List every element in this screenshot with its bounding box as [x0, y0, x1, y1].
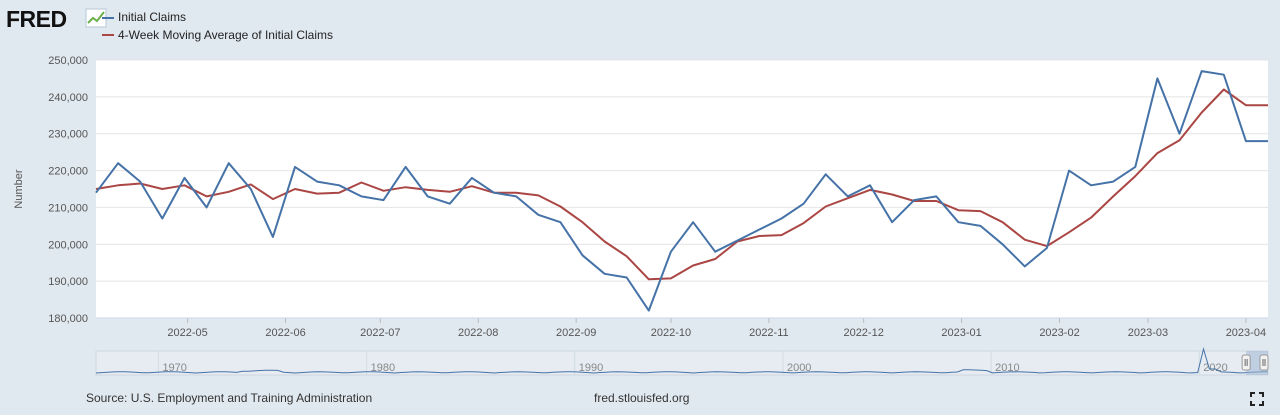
navigator-year-label: 1980	[371, 362, 395, 374]
x-tick-label: 2022-06	[265, 327, 305, 339]
x-tick-label: 2023-02	[1039, 327, 1079, 339]
navigator-handle-grip[interactable]	[1241, 354, 1251, 371]
navigator-year-label: 2020	[1203, 362, 1227, 374]
x-tick-label: 2022-08	[458, 327, 498, 339]
legend-swatch-moving-average	[102, 34, 114, 36]
x-tick-label: 2022-05	[167, 327, 207, 339]
navigator-labels: 1970 1980 1990 2000 2010 2020	[157, 351, 1228, 375]
y-tick-label: 200,000	[48, 239, 88, 251]
x-tick-label: 2022-09	[556, 327, 596, 339]
y-tick-label: 220,000	[48, 166, 88, 178]
y-tick-label: 230,000	[48, 129, 88, 141]
y-tick-label: 250,000	[48, 55, 88, 67]
x-tick-label: 2022-12	[843, 327, 883, 339]
series-line-initial-claims[interactable]	[95, 70, 1268, 312]
range-navigator[interactable]: 1970 1980 1990 2000 2010 2020	[95, 347, 1269, 376]
navigator-handle-grip[interactable]	[1259, 354, 1269, 371]
x-tick-label: 2023-03	[1128, 327, 1168, 339]
navigator-year-label: 2000	[787, 362, 811, 374]
navigator-series-line	[95, 347, 1268, 374]
x-tick-label: 2022-11	[749, 327, 789, 339]
navigator-left-handle[interactable]	[1241, 354, 1251, 371]
site-link[interactable]: fred.stlouisfed.org	[594, 391, 690, 405]
y-tick-label: 210,000	[48, 202, 88, 214]
y-axis-label: Number	[13, 169, 25, 208]
fullscreen-icon[interactable]	[1250, 392, 1264, 406]
y-tick-label: 180,000	[48, 313, 88, 325]
navigator-year-label: 1990	[579, 362, 603, 374]
y-tick-label: 240,000	[48, 92, 88, 104]
series-layer	[95, 70, 1268, 312]
plot-area	[96, 60, 1268, 318]
fred-logo[interactable]: FRED	[6, 6, 67, 32]
navigator-right-handle[interactable]	[1259, 354, 1269, 371]
legend-moving-average[interactable]: 4-Week Moving Average of Initial Claims	[118, 28, 333, 42]
x-tick-label: 2023-01	[941, 327, 981, 339]
y-axis: 180,000 190,000 200,000 210,000 220,000 230,0…	[48, 55, 88, 325]
legend-swatch-initial-claims	[102, 17, 114, 19]
series-line-4-week-moving-average-of-initial-claims[interactable]	[95, 88, 1268, 281]
source-note: Source: U.S. Employment and Training Adm…	[86, 391, 373, 405]
y-tick-label: 190,000	[48, 276, 88, 288]
x-axis: 2022-05 2022-06 2022-07 2022-08 2022-09 2022-…	[96, 317, 1268, 339]
navigator-year-label: 2010	[995, 362, 1019, 374]
x-tick-label: 2022-07	[360, 327, 400, 339]
navigator-background[interactable]	[95, 350, 1269, 376]
x-tick-label: 2023-04	[1226, 327, 1266, 339]
legend-initial-claims[interactable]: Initial Claims	[118, 10, 187, 24]
x-tick-label: 2022-10	[651, 327, 691, 339]
navigator-year-label: 1970	[162, 362, 186, 374]
